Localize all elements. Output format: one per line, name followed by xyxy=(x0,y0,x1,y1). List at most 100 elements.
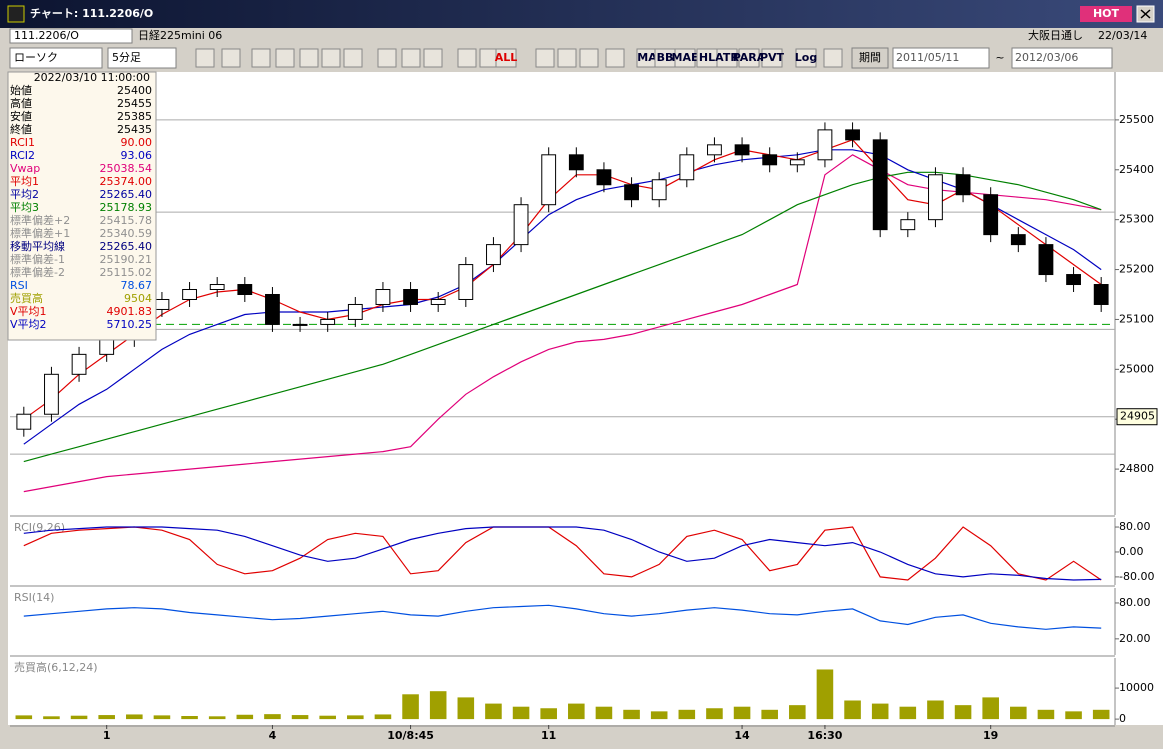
x-tick-label: 4 xyxy=(269,729,277,742)
info-label: RSI xyxy=(10,279,28,292)
volume-bar xyxy=(264,714,281,720)
candle-body xyxy=(955,174,971,196)
candle-body xyxy=(679,154,695,181)
info-label: Vwap xyxy=(10,162,40,175)
app-icon xyxy=(7,5,25,23)
toolbar-icon xyxy=(795,48,817,68)
info-value: 25435 xyxy=(117,123,152,136)
toolbar-icon xyxy=(251,48,271,68)
toolbar-icon xyxy=(401,48,421,68)
volume-bar xyxy=(1037,709,1055,720)
series-line xyxy=(23,526,1102,581)
candle-body xyxy=(762,154,778,166)
toolbar-icon xyxy=(457,48,477,68)
candle-body xyxy=(486,244,501,266)
toolbar-icon xyxy=(343,48,363,68)
candle-body xyxy=(209,284,225,291)
toolbar-icon xyxy=(377,48,397,68)
candle-body xyxy=(347,303,363,320)
symbol-name: 日経225mini 06 xyxy=(138,29,222,42)
info-label: 標準偏差+2 xyxy=(10,213,70,227)
y-tick-label: 80.00 xyxy=(1119,596,1151,609)
volume-bar xyxy=(485,703,502,720)
y-tick-label: 10000 xyxy=(1119,681,1154,694)
hot-button[interactable] xyxy=(1080,6,1132,22)
candle-body xyxy=(237,284,253,295)
volume-bar xyxy=(1065,711,1082,720)
x-tick-label: 10/8:45 xyxy=(387,729,434,742)
hot-label[interactable]: HOT xyxy=(1093,7,1120,20)
info-value: 25415.78 xyxy=(100,214,153,227)
volume-bar xyxy=(733,706,751,720)
info-value: 25455 xyxy=(117,97,152,110)
toolbar-icon xyxy=(221,48,241,68)
info-value: 25038.54 xyxy=(100,162,153,175)
volume-bar xyxy=(816,669,834,720)
chart-kind: ローソク xyxy=(14,51,58,64)
to-date-input[interactable] xyxy=(1011,47,1113,69)
volume-bar xyxy=(650,711,668,720)
y-tick-label: -80.00 xyxy=(1119,570,1154,583)
icon-label: PARA xyxy=(733,51,766,64)
x-tick-label: 11 xyxy=(541,729,556,742)
info-label: 終値 xyxy=(10,122,32,136)
volume-bar xyxy=(429,691,447,720)
info-value: 90.00 xyxy=(121,136,153,149)
info-value: 25265.40 xyxy=(100,240,153,253)
interval: 5分足 xyxy=(112,51,141,64)
symbol-input[interactable] xyxy=(9,28,133,44)
y-tick-label: 20.00 xyxy=(1119,632,1151,645)
info-label: 標準偏差+1 xyxy=(10,226,70,240)
volume-bar xyxy=(153,715,171,720)
series-line xyxy=(23,154,1102,493)
toolbar-icon xyxy=(674,48,696,68)
toolbar-icon xyxy=(195,48,215,68)
period-button[interactable] xyxy=(851,47,889,69)
info-label: 始値 xyxy=(10,83,32,97)
candle-body xyxy=(928,174,943,221)
info-value: 4901.83 xyxy=(107,305,153,318)
info-value: 9504 xyxy=(124,292,152,305)
candle-body xyxy=(596,169,612,186)
icon-label: PVT xyxy=(760,51,785,64)
candle-body xyxy=(403,289,418,305)
info-label: 平均3 xyxy=(10,201,39,214)
candle-body xyxy=(568,154,584,171)
volume-bar xyxy=(678,709,696,720)
y-tick-label: 25200 xyxy=(1119,263,1154,276)
info-value: 25374.00 xyxy=(100,175,153,188)
from-date-input[interactable] xyxy=(892,47,990,69)
candle-body xyxy=(182,289,197,300)
info-label: V平均1 xyxy=(10,305,47,318)
info-value: 25400 xyxy=(117,84,152,97)
candle-body xyxy=(154,298,170,310)
period: 期間 xyxy=(859,51,881,64)
info-label: 売買高 xyxy=(10,291,43,305)
y-tick-label: 25400 xyxy=(1119,163,1154,176)
candle-body xyxy=(624,184,639,201)
interval-select[interactable] xyxy=(107,47,177,69)
candle-body xyxy=(16,413,32,430)
info-label: 標準偏差-1 xyxy=(10,252,65,266)
toolbar-icon xyxy=(738,48,760,68)
info-value: 25115.02 xyxy=(100,266,153,279)
toolbar-icon xyxy=(761,48,783,68)
candle-body xyxy=(1093,284,1109,305)
icon-label: HL xyxy=(699,51,715,64)
chart-kind-select[interactable] xyxy=(9,47,103,69)
volume-bar xyxy=(954,705,972,720)
y-tick-label: 25500 xyxy=(1119,113,1154,126)
info-value: 78.67 xyxy=(121,279,153,292)
toolbar-icon xyxy=(557,48,577,68)
to-date: 2012/03/06 xyxy=(1015,51,1078,64)
icon-label: BB xyxy=(657,51,674,64)
volume-bar xyxy=(706,708,723,720)
toolbar-icon xyxy=(299,48,319,68)
info-timestamp: 2022/03/10 11:00:00 xyxy=(34,71,150,84)
candle-body xyxy=(651,179,667,201)
candle-body xyxy=(983,194,999,236)
volume-bar xyxy=(208,716,226,720)
volume-bar xyxy=(512,706,530,720)
panel-title: RCI(9,26) xyxy=(14,521,65,534)
